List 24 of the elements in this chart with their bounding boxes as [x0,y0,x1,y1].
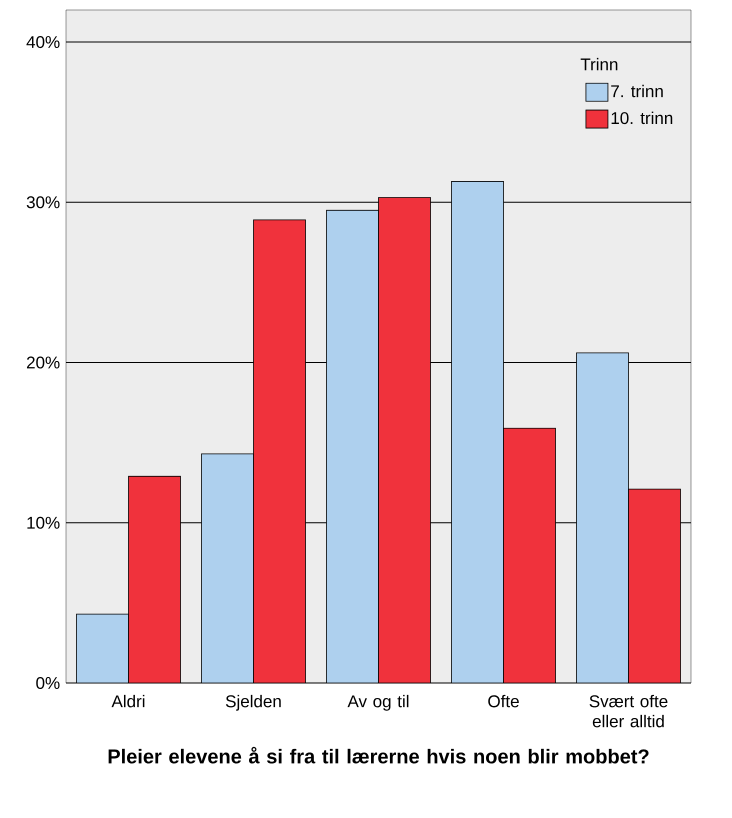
bar [504,428,556,683]
x-tick-label: Aldri [112,694,144,708]
legend-title: Trinn [580,58,618,70]
bar [202,454,254,683]
x-tick-label: Sjelden [226,694,281,711]
y-tick-label: 30% [26,196,60,208]
x-axis-title: Pleier elevene å si fra til lærerne hvis noen blir mobbet? [108,746,649,764]
y-tick-label: 20% [26,356,60,369]
bar [254,220,306,683]
x-tick-label: Av og til [348,694,408,711]
y-tick-label: 10% [27,516,60,529]
x-tick-label: Ofte [488,694,519,708]
y-tick-label: 40% [26,36,60,48]
legend-label: 7. trinn [611,84,663,98]
bar [128,476,180,683]
y-tick-label: 0% [36,676,60,690]
bar [378,197,431,683]
bar [576,352,629,683]
bar [76,614,128,683]
legend-label: 10. trinn [612,112,672,124]
bar [326,210,379,683]
x-tick-label: Svært ofte eller alltid [590,694,668,728]
bar [628,488,681,683]
bar [452,181,504,683]
